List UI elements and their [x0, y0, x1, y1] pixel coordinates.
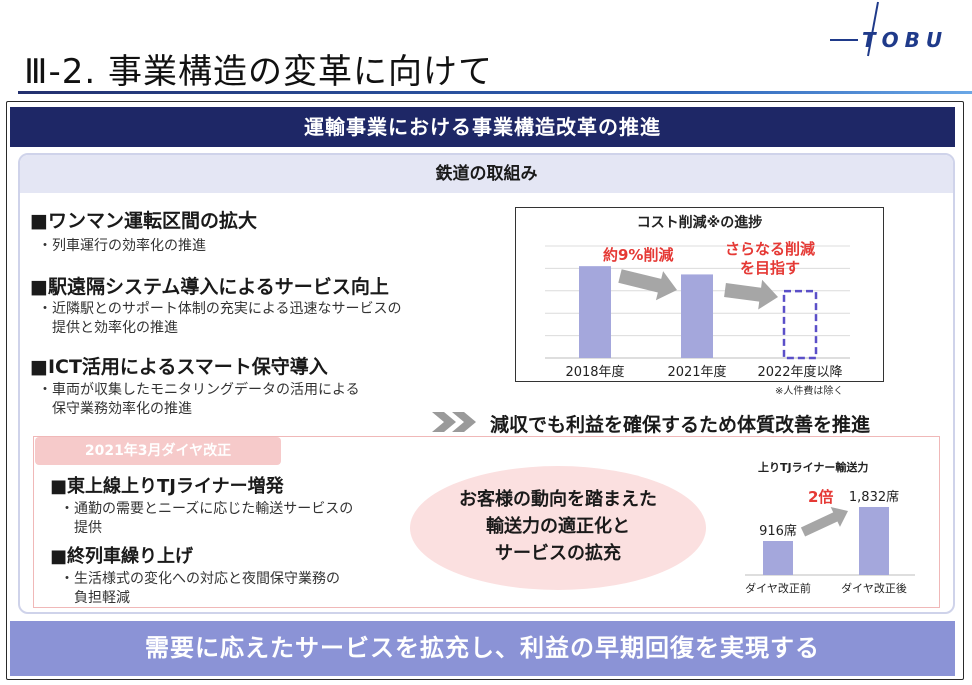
service-oval-line-3: サービスの拡充	[495, 543, 621, 564]
cost-chart-footnote: ※人件費は除く	[775, 386, 844, 397]
item-tj-liner-increase-desc-2: 提供	[60, 520, 102, 536]
service-oval-text: お客様の動向を踏まえた 輸送力の適正化と サービスの拡充	[410, 486, 706, 567]
cost-bar	[579, 266, 611, 358]
item-ict-smart-maintenance-desc-1: ・車両が収集したモニタリングデータの活用による	[38, 382, 360, 398]
logo-text: TOBU	[862, 28, 949, 52]
railway-header: 鉄道の取組み	[20, 155, 953, 193]
service-oval	[410, 466, 706, 590]
item-one-man-operation-desc: ・列車運行の効率化の推進	[38, 238, 206, 254]
service-oval-line-1: お客様の動向を踏まえた	[459, 489, 657, 510]
service-oval-line-2: 輸送力の適正化と	[486, 516, 630, 537]
cost-arrow-1-icon	[618, 269, 677, 301]
tj-bar	[859, 507, 889, 575]
tobu-logo-mark	[830, 1, 879, 57]
panel-header: 運輸事業における事業構造改革の推進	[10, 107, 955, 147]
cost-category-label: 2022年度以降	[757, 364, 842, 380]
cost-category-label: 2018年度	[565, 364, 624, 380]
tj-value-label: 916席	[759, 523, 797, 539]
item-remote-station-system-desc-1: ・近隣駅とのサポート体制の充実による迅速なサービスの	[38, 301, 402, 317]
cost-bar-target	[782, 289, 818, 360]
bottom-banner: 需要に応えたサービスを拡充し、利益の早期回復を実現する	[10, 621, 955, 676]
item-tj-liner-increase: ■東上線上りTJライナー増発	[50, 476, 284, 497]
conclusion-text: 減収でも利益を確保するため体質改善を推進	[490, 414, 871, 436]
cost-annotation-9pct: 約9%削減	[603, 246, 674, 264]
cost-annotation-further-line1: さらなる削減	[724, 240, 815, 258]
item-remote-station-system-desc-2: 提供と効率化の推進	[38, 320, 178, 336]
cost-annotation-further-line2: を目指す	[739, 259, 800, 277]
tj-category-label: ダイヤ改正前	[745, 581, 811, 595]
tj-value-label: 1,832席	[849, 489, 899, 505]
tj-chart-title: 上りTJライナー輸送力	[758, 461, 869, 474]
item-last-train-earlier-desc-2: 負担軽減	[60, 590, 130, 606]
cost-bar	[681, 274, 713, 358]
tj-arrow-icon	[800, 506, 848, 537]
item-ict-smart-maintenance-desc-2: 保守業務効率化の推進	[38, 401, 192, 417]
tobu-logo: TOBU	[822, 0, 962, 62]
tj-category-label: ダイヤ改正後	[841, 581, 907, 595]
chevron-arrows-icon	[432, 412, 476, 432]
item-one-man-operation: ■ワンマン運転区間の拡大	[30, 210, 257, 232]
cost-arrow-2-icon	[724, 279, 778, 310]
page-title: Ⅲ-2. 事業構造の変革に向けて	[24, 52, 493, 92]
item-remote-station-system: ■駅遠隔システム導入によるサービス向上	[30, 276, 389, 298]
cost-category-label: 2021年度	[667, 364, 726, 380]
tj-bar	[763, 541, 793, 575]
item-last-train-earlier-desc-1: ・生活様式の変化への対応と夜間保守業務の	[60, 571, 340, 587]
item-ict-smart-maintenance: ■ICT活用によるスマート保守導入	[30, 356, 328, 378]
cost-annotation-further: さらなる削減 を目指す	[715, 240, 825, 278]
cost-chart-title: コスト削減※の進捗	[636, 215, 763, 231]
title-divider	[18, 91, 972, 94]
timetable-revision-tab: 2021年3月ダイヤ改正	[35, 437, 281, 465]
item-tj-liner-increase-desc-1: ・通勤の需要とニーズに応じた輸送サービスの	[60, 501, 354, 517]
tj-multiplier: 2倍	[808, 488, 834, 506]
item-last-train-earlier: ■終列車繰り上げ	[50, 546, 194, 567]
